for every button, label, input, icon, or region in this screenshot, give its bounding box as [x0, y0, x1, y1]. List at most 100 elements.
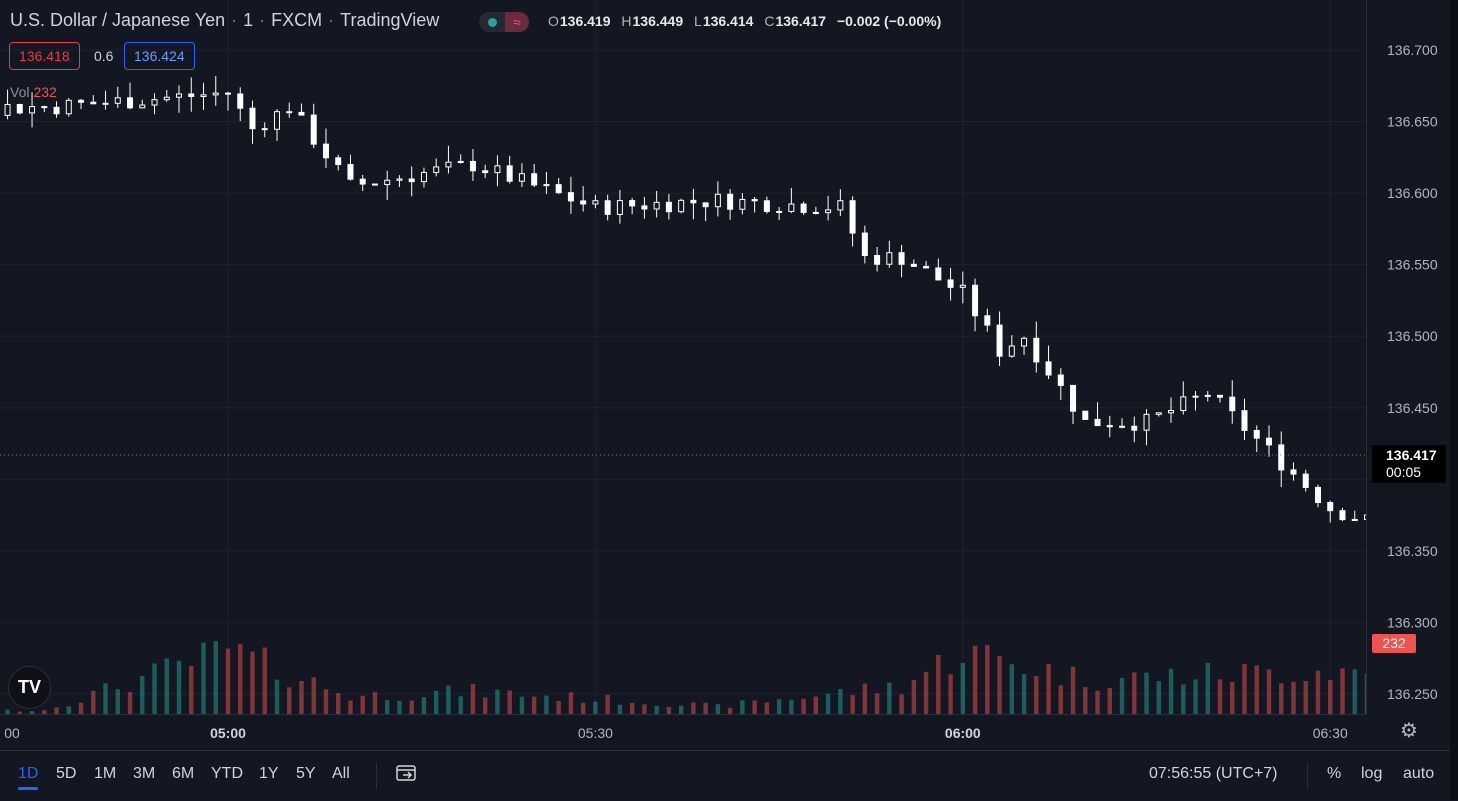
- candle-up: [1180, 396, 1187, 412]
- volume-bar: [911, 679, 917, 714]
- volume-bar: [152, 663, 157, 714]
- volume-bar: [372, 692, 378, 714]
- volume-bar: [1193, 679, 1198, 714]
- candle-up: [518, 173, 525, 182]
- settings-gear-icon[interactable]: ⚙: [1400, 720, 1418, 742]
- time-axis-tick: 05:00: [210, 725, 246, 741]
- symbol-name[interactable]: U.S. Dollar / Japanese Yen: [10, 10, 226, 30]
- candle-up: [825, 209, 832, 214]
- waves-icon[interactable]: ≈: [505, 12, 529, 32]
- candle-up: [384, 179, 391, 186]
- range-button-5y[interactable]: 5Y: [296, 765, 316, 782]
- volume-bar: [764, 702, 770, 714]
- buy-price-button[interactable]: 136.424: [124, 42, 195, 70]
- candle-down: [90, 101, 97, 105]
- range-button-3m[interactable]: 3M: [133, 765, 156, 782]
- volume-bar: [1132, 672, 1137, 714]
- volume-bar: [1340, 668, 1345, 714]
- volume-bar: [887, 682, 892, 714]
- volume-bar: [409, 700, 414, 714]
- close-value: 136.417: [775, 13, 827, 29]
- candle-up: [494, 165, 501, 174]
- candle-down: [665, 201, 672, 213]
- candle-up: [4, 103, 11, 116]
- time-axis-tick: 00: [4, 725, 20, 741]
- price-chart[interactable]: [0, 0, 1456, 714]
- volume-bar: [556, 701, 561, 714]
- ohlc-readout: O136.419 H136.449 L136.414 C136.417 −0.0…: [548, 13, 941, 29]
- range-button-1m[interactable]: 1M: [94, 765, 117, 782]
- candle-down: [641, 205, 648, 210]
- price-axis-tick: 136.550: [1387, 257, 1438, 273]
- legend-separator: ·: [231, 10, 238, 30]
- volume-bar: [274, 679, 280, 714]
- candle-down: [237, 93, 244, 109]
- volume-bar: [1266, 669, 1272, 714]
- range-button-1y[interactable]: 1Y: [259, 765, 279, 782]
- candle-up: [714, 193, 721, 208]
- candle-down: [1290, 469, 1297, 475]
- chart-pane[interactable]: U.S. Dollar / Japanese Yen · 1 · FXCM · …: [0, 0, 1456, 714]
- range-button-1d[interactable]: 1D: [18, 765, 39, 782]
- market-open-dot-icon: [488, 18, 497, 27]
- auto-scale-toggle[interactable]: auto: [1403, 765, 1435, 782]
- volume-legend[interactable]: Vol 232: [10, 84, 57, 100]
- volume-bar: [727, 707, 733, 714]
- sell-price-button[interactable]: 136.418: [9, 42, 80, 70]
- range-button-6m[interactable]: 6M: [172, 765, 195, 782]
- candle-down: [849, 200, 856, 234]
- market-status-toggle[interactable]: ≈: [479, 12, 529, 32]
- volume-value: 232: [33, 84, 57, 100]
- symbol-legend[interactable]: U.S. Dollar / Japanese Yen · 1 · FXCM · …: [10, 10, 439, 31]
- low-value: 136.414: [702, 13, 754, 29]
- candle-up: [139, 104, 146, 109]
- log-scale-toggle[interactable]: log: [1361, 765, 1383, 782]
- timezone-clock[interactable]: 07:56:55 (UTC+7): [1149, 765, 1278, 782]
- open-key: O: [548, 13, 559, 29]
- percent-scale-toggle[interactable]: %: [1327, 765, 1342, 782]
- interval-label[interactable]: 1: [243, 10, 254, 30]
- candle-down: [16, 103, 23, 114]
- volume-bar: [789, 699, 794, 714]
- candle-down: [812, 211, 819, 214]
- range-button-5d[interactable]: 5D: [56, 765, 77, 782]
- volume-bar: [299, 680, 304, 714]
- volume-bar: [544, 695, 549, 714]
- volume-bar: [850, 695, 855, 714]
- candle-down: [1339, 510, 1346, 521]
- range-button-all[interactable]: All: [332, 765, 350, 782]
- volume-bar: [1279, 683, 1284, 714]
- candle-down: [898, 252, 905, 265]
- candle-down: [347, 164, 354, 180]
- current-price-label: 136.417 00:05: [1372, 445, 1446, 483]
- candle-up: [1351, 518, 1358, 521]
- candle-up: [151, 99, 158, 106]
- tradingview-logo-icon[interactable]: TV: [8, 666, 51, 709]
- go-to-date-icon[interactable]: [395, 762, 417, 789]
- volume-bar: [433, 690, 439, 714]
- volume-bar: [29, 711, 35, 714]
- candle-up: [592, 200, 599, 205]
- candle-down: [127, 97, 134, 109]
- price-axis-tick: 136.500: [1387, 328, 1438, 344]
- volume-bar: [899, 694, 904, 714]
- price-axis-tick: 136.600: [1387, 185, 1438, 201]
- volume-bar: [54, 707, 59, 714]
- candle-up: [653, 201, 660, 210]
- candle-up: [1143, 413, 1150, 431]
- window-edge: [1450, 0, 1458, 800]
- volume-bar: [1009, 664, 1015, 714]
- price-axis[interactable]: 136.700 136.650 136.600 136.550 136.500 136.4…: [1366, 0, 1451, 714]
- candle-down: [604, 200, 611, 215]
- volume-bar: [446, 685, 451, 714]
- volume-bar: [605, 694, 610, 714]
- volume-bar: [593, 701, 598, 714]
- candle-down: [923, 265, 930, 269]
- candle-down: [874, 255, 881, 265]
- range-button-ytd[interactable]: YTD: [211, 765, 243, 782]
- candle-down: [469, 160, 476, 172]
- time-axis[interactable]: 0004:3005:0005:3006:0006:3007:0007:3008:…: [0, 714, 1366, 751]
- volume-bar: [1070, 666, 1076, 714]
- candle-down: [910, 263, 917, 267]
- volume-bar: [66, 706, 71, 714]
